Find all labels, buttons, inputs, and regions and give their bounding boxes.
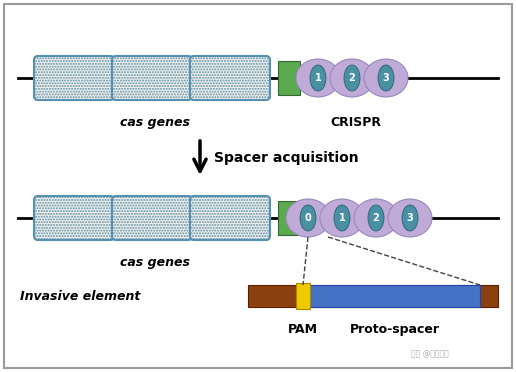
Bar bbox=[248, 285, 498, 307]
Ellipse shape bbox=[378, 65, 394, 91]
Text: 知乎 @科研小张: 知乎 @科研小张 bbox=[411, 349, 449, 358]
Text: 1: 1 bbox=[315, 73, 321, 83]
Text: 3: 3 bbox=[407, 213, 413, 223]
FancyBboxPatch shape bbox=[190, 196, 270, 240]
Ellipse shape bbox=[388, 199, 432, 237]
Text: PAM: PAM bbox=[288, 323, 318, 336]
Ellipse shape bbox=[320, 199, 364, 237]
Bar bbox=[278, 201, 300, 235]
Text: cas genes: cas genes bbox=[120, 116, 190, 129]
Ellipse shape bbox=[310, 65, 326, 91]
Ellipse shape bbox=[286, 199, 330, 237]
Ellipse shape bbox=[296, 59, 340, 97]
Ellipse shape bbox=[368, 205, 384, 231]
Text: 1: 1 bbox=[338, 213, 345, 223]
Ellipse shape bbox=[344, 65, 360, 91]
Text: CRISPR: CRISPR bbox=[331, 116, 381, 129]
FancyBboxPatch shape bbox=[190, 56, 270, 100]
Bar bbox=[296, 283, 310, 309]
Text: cas genes: cas genes bbox=[120, 256, 190, 269]
Bar bbox=[278, 61, 300, 95]
Text: 0: 0 bbox=[304, 213, 311, 223]
FancyBboxPatch shape bbox=[112, 196, 192, 240]
Text: Invasive element: Invasive element bbox=[20, 289, 140, 302]
Text: 2: 2 bbox=[373, 213, 379, 223]
Text: Spacer acquisition: Spacer acquisition bbox=[214, 151, 359, 165]
Ellipse shape bbox=[364, 59, 408, 97]
Bar bbox=[310, 285, 480, 307]
FancyBboxPatch shape bbox=[34, 196, 114, 240]
Text: 2: 2 bbox=[349, 73, 356, 83]
Ellipse shape bbox=[334, 205, 350, 231]
FancyBboxPatch shape bbox=[34, 56, 114, 100]
Ellipse shape bbox=[330, 59, 374, 97]
Ellipse shape bbox=[354, 199, 398, 237]
Ellipse shape bbox=[402, 205, 418, 231]
Text: 3: 3 bbox=[383, 73, 390, 83]
Text: Proto-spacer: Proto-spacer bbox=[350, 323, 440, 336]
Ellipse shape bbox=[300, 205, 316, 231]
FancyBboxPatch shape bbox=[112, 56, 192, 100]
